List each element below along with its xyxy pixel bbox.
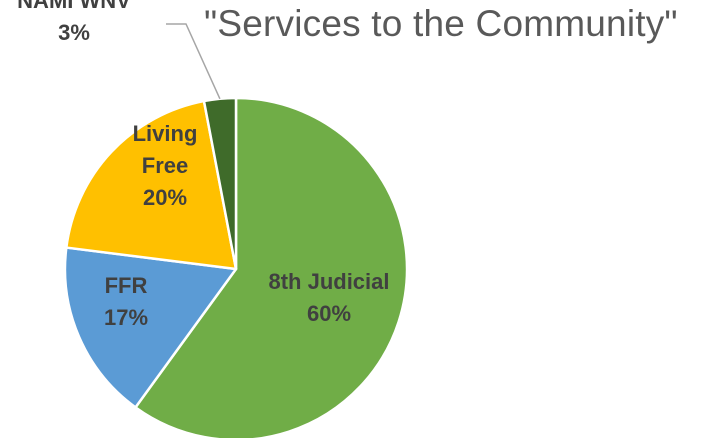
slice-label-ffr: FFR 17% <box>104 273 148 330</box>
slice-label-8th-judicial: 8th Judicial 60% <box>268 269 389 326</box>
pie-slices <box>63 96 409 438</box>
slice-label-nami-wnv: NAMI WNV 3% <box>17 0 131 45</box>
chart-title: "Services to the Community" <box>204 3 678 44</box>
pie-slice-8th-judicial <box>134 96 409 438</box>
leader-lines <box>166 23 221 100</box>
pie-slice-living-free <box>65 99 238 271</box>
slice-labels: 8th Judicial 60% FFR 17% Living Free 20% NAMI W… <box>17 0 389 330</box>
pie-slice-ffr <box>63 246 238 409</box>
leader-line-nami-wnv <box>166 23 221 100</box>
slice-label-living-free: Living Free 20% <box>133 121 198 210</box>
